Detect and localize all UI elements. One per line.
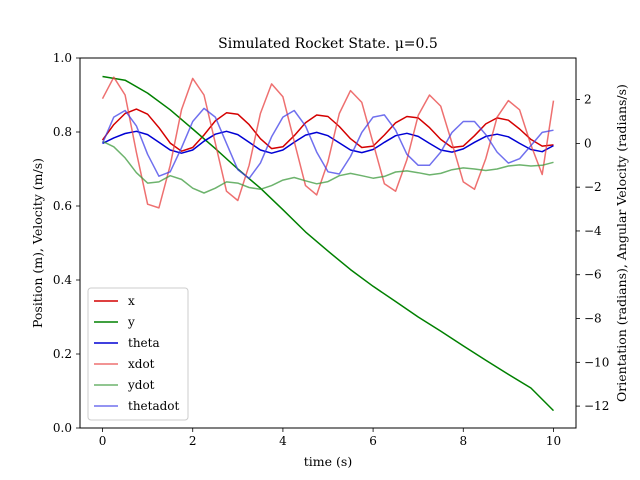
legend: xy theta xdot ydot thetadot	[87, 287, 189, 421]
x-axis: 0 2 4 6 8 10	[99, 428, 561, 448]
y-axis-right: 2 0 −2 −4 −6 −8 −10 −12	[576, 93, 609, 413]
y-right-tick-label: −2	[584, 180, 602, 194]
legend-label-ydot: ydot	[127, 378, 155, 392]
x-tick-label: 8	[459, 434, 467, 448]
series-line-xdot	[101, 76, 555, 209]
chart-title: Simulated Rocket State. μ=0.5	[218, 36, 438, 52]
legend-label-x: x	[128, 294, 135, 308]
legend-box	[87, 287, 189, 421]
y-axis-left: 0.0 0.2 0.4 0.6 0.8 1.0	[53, 51, 80, 435]
series-layer	[101, 75, 555, 412]
y-left-tick-label: 0.8	[53, 125, 72, 139]
y-left-tick-label: 0.0	[53, 421, 72, 435]
x-tick-label: 2	[189, 434, 197, 448]
legend-label-y: y	[127, 315, 135, 329]
y-left-tick-label: 0.6	[53, 199, 72, 213]
y-right-tick-label: −4	[584, 224, 602, 238]
y-right-tick-label: −10	[584, 355, 609, 369]
y-right-tick-label: 0	[584, 136, 592, 150]
y-left-tick-label: 1.0	[53, 51, 72, 65]
y-right-tick-label: −12	[584, 399, 609, 413]
y-right-tick-label: −6	[584, 268, 602, 282]
x-axis-label: time (s)	[304, 454, 352, 469]
x-tick-label: 6	[369, 434, 377, 448]
x-tick-label: 4	[279, 434, 287, 448]
series-line-thetadot	[101, 107, 554, 180]
y-axis-left-label: Position (m), Velocity (m/s)	[30, 158, 45, 328]
series-line-theta	[102, 130, 554, 154]
y-left-tick-label: 0.4	[53, 273, 72, 287]
series-line-ydot	[102, 140, 554, 194]
plot-frame	[79, 57, 577, 429]
series-line-x	[101, 108, 554, 152]
y-right-tick-label: 2	[584, 93, 592, 107]
legend-label-thetadot: thetadot	[128, 399, 180, 413]
y-right-tick-label: −8	[584, 312, 602, 326]
legend-label-xdot: xdot	[128, 357, 155, 371]
legend-label-theta: theta	[128, 336, 160, 350]
x-tick-label: 0	[99, 434, 107, 448]
y-axis-right-label: Orientation (radians), Angular Velocity …	[614, 84, 629, 402]
series-line-y	[102, 75, 555, 412]
y-left-tick-label: 0.2	[53, 347, 72, 361]
x-tick-label: 10	[546, 434, 561, 448]
